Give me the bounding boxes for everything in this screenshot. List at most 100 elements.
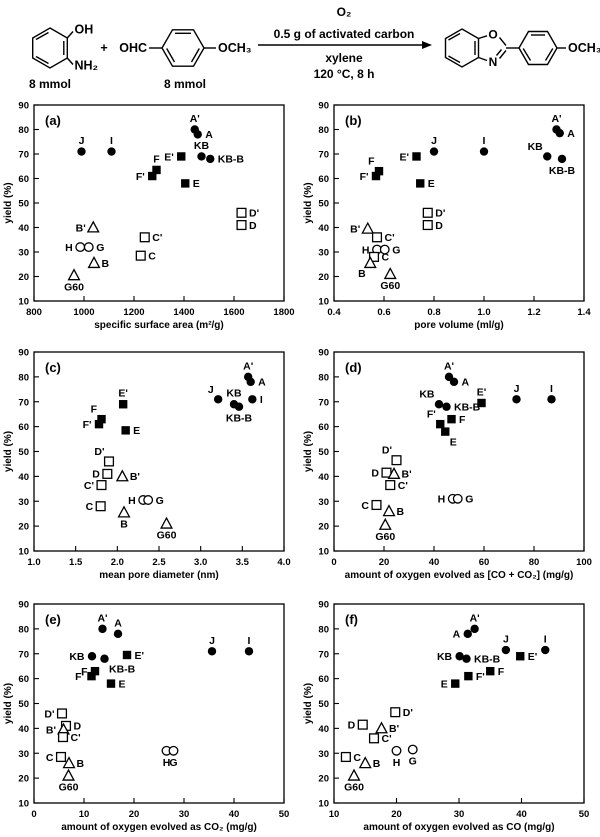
y-tick-label: 60 bbox=[318, 422, 329, 433]
data-point-label-D: D bbox=[74, 721, 82, 733]
data-point-label-C: C bbox=[86, 501, 94, 513]
data-point-KB-B: KB-B bbox=[100, 654, 136, 676]
data-point-label-A: A bbox=[258, 377, 266, 389]
data-point-label-J: J bbox=[503, 634, 509, 646]
y-tick-label: 80 bbox=[318, 372, 329, 383]
data-point-label-E: E bbox=[133, 425, 140, 437]
data-point-label-F: F bbox=[459, 414, 466, 426]
chart-c: 1.0 1.5 2.0 2.5 3.0 3.5 4.0 10 20 30 40 50 60 70 80 90 m… bbox=[3, 348, 291, 581]
x-tick-label: 20 bbox=[391, 809, 402, 820]
x-tick-label: 2.0 bbox=[111, 557, 124, 568]
data-point-D: D bbox=[348, 719, 368, 731]
data-point-label-J: J bbox=[514, 383, 520, 395]
data-point-F': F' bbox=[464, 671, 485, 683]
data-point-label-KB-B: KB-B bbox=[549, 165, 576, 177]
data-point-A': A' bbox=[97, 612, 108, 634]
data-point-G: G bbox=[83, 242, 104, 254]
data-point-label-G: G bbox=[392, 244, 400, 256]
data-point-label-KB: KB bbox=[419, 389, 435, 401]
data-point-B: B bbox=[87, 256, 110, 270]
data-point-I: I bbox=[547, 383, 556, 404]
reaction-scheme-svg: OH NH₂ 8 mmol + OHC OCH₃ 8 mmol bbox=[29, 5, 600, 91]
data-point-label-C': C' bbox=[71, 732, 81, 744]
y-axis-label: yield (%) bbox=[3, 431, 14, 472]
data-point-B': B' bbox=[375, 721, 399, 735]
data-point-B': B' bbox=[115, 469, 140, 483]
data-point-label-KB: KB bbox=[528, 141, 544, 153]
data-point-C': C' bbox=[84, 480, 107, 492]
y-tick-label: 10 bbox=[318, 297, 329, 308]
data-point-label-C': C' bbox=[84, 480, 94, 492]
product-och3-label: OCH₃ bbox=[568, 41, 600, 55]
data-point-F: F bbox=[152, 153, 161, 175]
data-point-F: F bbox=[368, 156, 384, 176]
temperature-label: 120 °C, 8 h bbox=[314, 67, 375, 81]
y-tick-label: 90 bbox=[18, 600, 29, 611]
data-point-label-A': A' bbox=[190, 113, 200, 125]
data-point-J: J bbox=[429, 135, 439, 156]
y-tick-label: 40 bbox=[18, 724, 29, 735]
panel-letter: (a) bbox=[45, 113, 61, 128]
data-point-label-C': C' bbox=[398, 480, 408, 492]
data-point-label-C: C bbox=[353, 752, 361, 764]
data-point-label-G60: G60 bbox=[344, 782, 364, 794]
data-point-label-J: J bbox=[79, 135, 85, 147]
product-n-label: N bbox=[489, 55, 498, 69]
data-point-KB: KB bbox=[528, 141, 552, 161]
reactant2-amount: 8 mmol bbox=[164, 77, 206, 91]
y-tick-label: 70 bbox=[318, 150, 329, 161]
data-point-label-I: I bbox=[110, 135, 113, 147]
y-tick-label: 60 bbox=[318, 174, 329, 185]
data-point-label-D: D bbox=[435, 220, 443, 232]
data-point-D': D' bbox=[422, 208, 445, 220]
data-point-G60: G60 bbox=[59, 768, 79, 794]
x-tick-label: 50 bbox=[279, 809, 290, 820]
data-point-label-KB-B: KB-B bbox=[109, 664, 136, 676]
y-tick-label: 40 bbox=[18, 472, 29, 483]
data-point-label-F': F' bbox=[83, 419, 92, 431]
reaction-arrow: O₂ 0.5 g of activated carbon xylene 120 … bbox=[258, 5, 432, 81]
data-point-label-G: G bbox=[96, 242, 104, 254]
data-point-label-B: B bbox=[120, 518, 128, 530]
x-tick-label: 800 bbox=[26, 307, 42, 318]
y-tick-label: 40 bbox=[18, 223, 29, 234]
data-point-label-F: F bbox=[153, 153, 160, 165]
data-point-label-J: J bbox=[209, 635, 215, 647]
oh-label: OH bbox=[75, 23, 94, 37]
x-tick-label: 0 bbox=[31, 809, 36, 820]
data-point-label-G: G bbox=[156, 495, 164, 507]
data-point-G60: G60 bbox=[344, 768, 364, 794]
chart-d: 0 20 40 60 80 100 10 20 30 40 50 60 70 80 90 amount of … bbox=[303, 348, 592, 581]
data-point-label-G: G bbox=[409, 756, 417, 768]
plot-frame bbox=[33, 603, 285, 804]
data-point-label-D': D' bbox=[403, 707, 413, 719]
x-tick-label: 100 bbox=[576, 557, 592, 568]
x-tick-label: 2.5 bbox=[152, 557, 166, 568]
x-tick-label: 30 bbox=[454, 809, 465, 820]
data-point-label-A': A' bbox=[551, 113, 561, 125]
data-point-I: I bbox=[248, 394, 263, 406]
data-point-label-E: E bbox=[193, 178, 200, 190]
data-point-A: A bbox=[453, 629, 472, 641]
x-axis-label: amount of oxygen evolved as CO (mg/g) bbox=[363, 822, 554, 833]
data-point-G: G bbox=[407, 744, 418, 768]
y-tick-label: 90 bbox=[318, 600, 329, 611]
data-point-label-C': C' bbox=[382, 733, 392, 745]
data-point-C': C' bbox=[139, 232, 162, 244]
y-tick-label: 80 bbox=[18, 125, 29, 136]
plot-frame bbox=[333, 104, 585, 302]
solvent-label: xylene bbox=[325, 51, 363, 65]
y-tick-label: 70 bbox=[18, 649, 29, 660]
x-tick-label: 1.0 bbox=[477, 307, 490, 318]
data-point-label-F': F' bbox=[136, 171, 145, 183]
data-point-B: B bbox=[117, 505, 131, 530]
data-point-label-E': E' bbox=[135, 650, 145, 662]
y-tick-label: 90 bbox=[18, 348, 29, 359]
data-point-G60: G60 bbox=[64, 268, 84, 293]
data-point-J: J bbox=[512, 383, 521, 404]
data-point-label-F': F' bbox=[360, 171, 369, 183]
x-tick-label: 0.4 bbox=[327, 307, 341, 318]
data-point-G: G bbox=[452, 494, 473, 506]
data-point-label-F: F bbox=[498, 666, 505, 678]
y-tick-label: 50 bbox=[318, 699, 329, 710]
